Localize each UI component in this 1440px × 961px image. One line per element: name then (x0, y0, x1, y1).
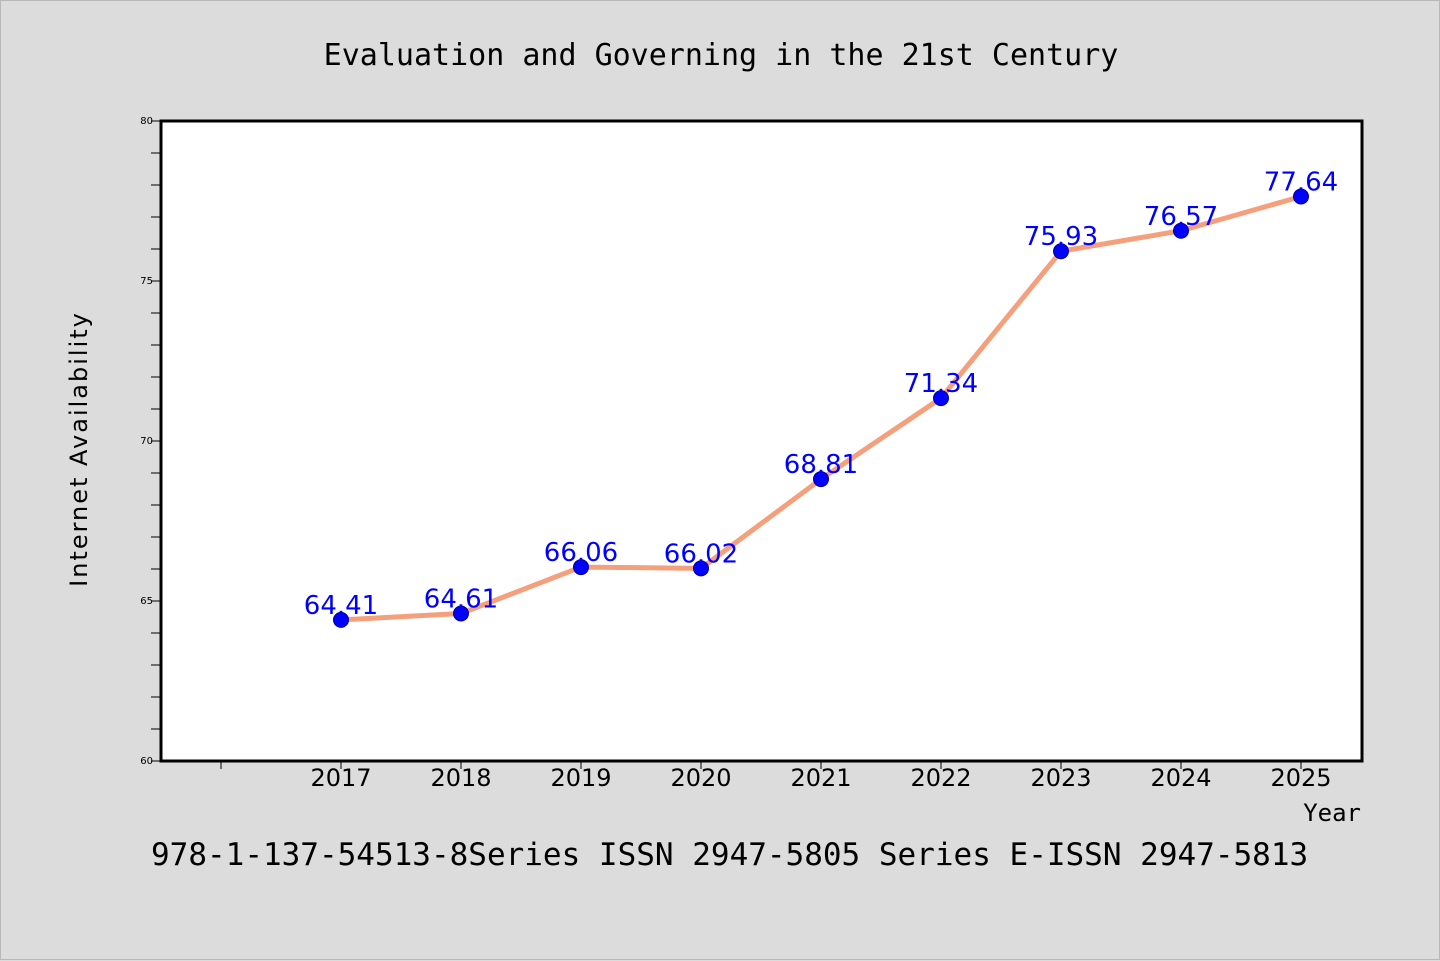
x-tick-label: 2019 (550, 764, 611, 792)
x-tick-label: 2021 (790, 764, 851, 792)
data-point (1173, 222, 1189, 239)
data-label: 66.06 (544, 538, 618, 568)
y-tick-label: 75 (140, 276, 153, 287)
x-tick-label: 2017 (310, 764, 371, 792)
data-label: 76.57 (1144, 202, 1218, 232)
data-point (1293, 188, 1309, 205)
data-label: 64.41 (304, 591, 378, 621)
plot-area (159, 119, 1364, 763)
x-tick-label: 2024 (1150, 764, 1211, 792)
isbn-footer: 978-1-137-54513-8Series ISSN 2947-5805 S… (151, 837, 1308, 873)
x-tick-label: 2020 (670, 764, 731, 792)
data-label: 64.61 (424, 584, 498, 614)
data-point (453, 605, 469, 622)
y-axis: 60 65 70 75 80 (140, 116, 161, 767)
y-tick-label: 70 (140, 436, 153, 447)
y-tick-label: 80 (140, 116, 153, 127)
data-label: 77.64 (1264, 168, 1338, 198)
data-label: 66.02 (664, 539, 738, 569)
data-point (693, 560, 709, 577)
y-tick-label: 60 (140, 756, 153, 767)
data-point (573, 559, 589, 576)
data-label: 71.34 (904, 369, 978, 399)
y-tick-label: 65 (140, 596, 153, 607)
data-point (333, 611, 349, 628)
x-tick-label: 2023 (1030, 764, 1091, 792)
x-tick-label: 2018 (430, 764, 491, 792)
data-point (813, 471, 829, 488)
data-point (1053, 243, 1069, 260)
series-line: 64.41 64.61 66.06 66.02 68.81 71.34 75.93 76.57… (304, 168, 1338, 628)
data-label: 75.93 (1024, 222, 1098, 252)
x-tick-label: 2022 (910, 764, 971, 792)
chart-title: Evaluation and Governing in the 21st Cen… (324, 38, 1119, 73)
y-axis-label: Internet Availability (65, 311, 93, 587)
x-axis: 2017 2018 2019 2020 2021 2022 2023 2024 2025 (220, 761, 1332, 792)
x-axis-label: Year (1303, 799, 1361, 827)
data-label: 68.81 (784, 450, 858, 480)
x-tick-label: 2025 (1270, 764, 1331, 792)
data-point (933, 390, 949, 407)
